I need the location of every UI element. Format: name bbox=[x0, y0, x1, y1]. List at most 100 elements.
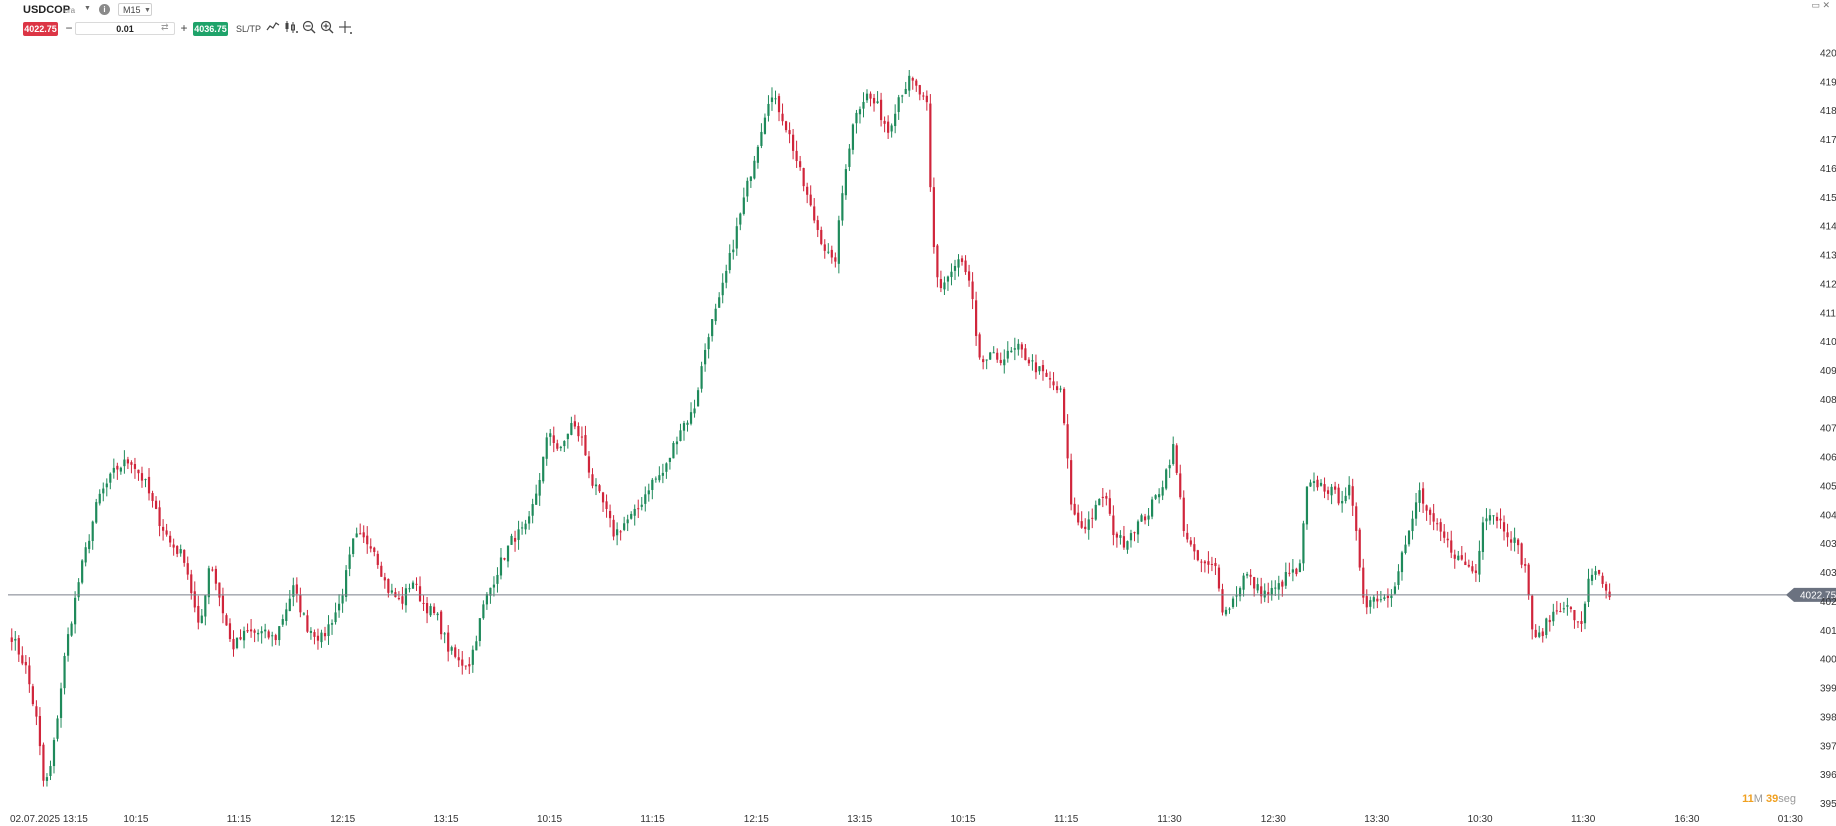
x-tick-label: 11:30 bbox=[1157, 814, 1182, 825]
candle-body bbox=[1326, 490, 1330, 494]
y-tick-label: 4068.67 bbox=[1820, 453, 1836, 464]
candle-body bbox=[1509, 539, 1513, 543]
candle-body bbox=[506, 545, 510, 562]
candle-body bbox=[140, 473, 144, 481]
candle-body bbox=[197, 605, 200, 623]
timeframe-select[interactable]: M15 ▼ bbox=[118, 3, 152, 16]
candle-body bbox=[1217, 567, 1221, 589]
window-controls-icon[interactable]: ▭ ✕ bbox=[1811, 0, 1830, 10]
candle-body bbox=[1524, 564, 1527, 566]
candle-body bbox=[1520, 543, 1523, 565]
line-chart-icon[interactable] bbox=[266, 20, 280, 34]
candle-body bbox=[552, 435, 555, 444]
quantity-input[interactable]: 0.01 bbox=[75, 22, 175, 35]
candle-body bbox=[830, 249, 833, 258]
candles-icon[interactable] bbox=[284, 20, 298, 34]
candle-body bbox=[746, 180, 749, 197]
candle-body bbox=[855, 112, 858, 124]
candle-body bbox=[1492, 515, 1495, 517]
candle-body bbox=[633, 508, 636, 516]
candle-body bbox=[1590, 574, 1594, 581]
candle-body bbox=[1182, 497, 1185, 531]
candle-body bbox=[482, 604, 485, 619]
candle-body bbox=[1122, 536, 1126, 548]
candle-body bbox=[1193, 544, 1196, 552]
candle-body bbox=[1457, 555, 1460, 560]
candle-body bbox=[1242, 575, 1245, 590]
candle-body bbox=[1358, 529, 1361, 568]
candle-body bbox=[510, 535, 513, 545]
candle-body bbox=[1601, 575, 1604, 584]
y-tick-label: 4078.33 bbox=[1820, 424, 1836, 435]
candle-body bbox=[1330, 486, 1333, 496]
candle-body bbox=[774, 98, 777, 100]
symbol-label[interactable]: USDCOP bbox=[23, 4, 71, 16]
candle-body bbox=[1393, 586, 1397, 594]
crosshair-icon[interactable] bbox=[338, 20, 352, 34]
info-icon[interactable]: i bbox=[99, 4, 110, 15]
candle-body bbox=[1062, 389, 1066, 424]
candle-body bbox=[299, 594, 302, 613]
candle-body bbox=[1105, 496, 1108, 499]
x-tick-label: 01:30 bbox=[1778, 814, 1803, 825]
candle-body bbox=[316, 635, 320, 641]
candle-body bbox=[457, 657, 460, 661]
candle-body bbox=[1006, 350, 1009, 359]
candle-body bbox=[721, 282, 724, 296]
candle-body bbox=[1302, 523, 1305, 564]
timeframe-value: M15 bbox=[123, 5, 141, 15]
countdown-seconds: 39 bbox=[1766, 793, 1779, 805]
zoom-in-icon[interactable] bbox=[320, 20, 334, 34]
candle-body bbox=[704, 349, 707, 365]
candle-body bbox=[1453, 554, 1456, 559]
sltp-button[interactable]: SL/TP bbox=[236, 24, 262, 34]
candle-body bbox=[190, 574, 193, 594]
y-tick-label: 4155.60 bbox=[1820, 193, 1836, 204]
candle-body bbox=[897, 97, 900, 113]
candle-body bbox=[869, 93, 872, 99]
swap-icon[interactable]: ⇄ bbox=[161, 22, 169, 32]
candle-body bbox=[1158, 494, 1161, 498]
candle-body bbox=[1436, 523, 1439, 525]
quantity-decrease-button[interactable]: − bbox=[65, 21, 73, 35]
buy-button[interactable]: 4036.75 bbox=[193, 22, 228, 36]
candle-body bbox=[1467, 564, 1470, 567]
candle-body bbox=[813, 206, 816, 221]
candle-body bbox=[644, 494, 647, 504]
candle-body bbox=[1499, 518, 1502, 521]
y-tick-label: 4126.62 bbox=[1820, 279, 1836, 290]
x-axis: 02.07.2025 13:15 10:15 11:15 12:15 13:15 10:1… bbox=[10, 814, 1803, 825]
candle-body bbox=[271, 635, 274, 637]
candle-body bbox=[232, 638, 235, 650]
candle-body bbox=[982, 359, 985, 363]
candle-body bbox=[820, 229, 823, 244]
y-tick-label: 4039.70 bbox=[1820, 539, 1836, 550]
zoom-out-icon[interactable] bbox=[302, 20, 316, 34]
x-tick-label: 02.07.2025 13:15 bbox=[10, 814, 88, 825]
candle-body bbox=[1421, 488, 1425, 504]
candle-body bbox=[359, 533, 362, 535]
candle-body bbox=[1298, 563, 1302, 573]
candle-body bbox=[373, 547, 376, 552]
candle-body bbox=[865, 93, 869, 101]
symbol-chevron-down-icon[interactable]: ▼ bbox=[84, 5, 91, 12]
candle-body bbox=[658, 475, 661, 481]
quantity-increase-button[interactable]: + bbox=[180, 21, 188, 35]
sell-button[interactable]: 4022.75 bbox=[23, 22, 58, 36]
candle-body bbox=[1432, 513, 1435, 522]
candle-body bbox=[204, 595, 207, 617]
candle-body bbox=[718, 297, 721, 308]
candle-body bbox=[1186, 532, 1189, 540]
candle-body bbox=[98, 493, 101, 504]
candle-body bbox=[732, 249, 735, 253]
candle-body bbox=[1573, 610, 1576, 621]
candle-body bbox=[1541, 631, 1544, 637]
candle-body bbox=[144, 479, 147, 481]
candle-body bbox=[925, 95, 928, 103]
candle-body bbox=[1115, 533, 1118, 538]
y-tick-label: 4010.72 bbox=[1820, 626, 1836, 637]
candle-body bbox=[471, 649, 474, 665]
